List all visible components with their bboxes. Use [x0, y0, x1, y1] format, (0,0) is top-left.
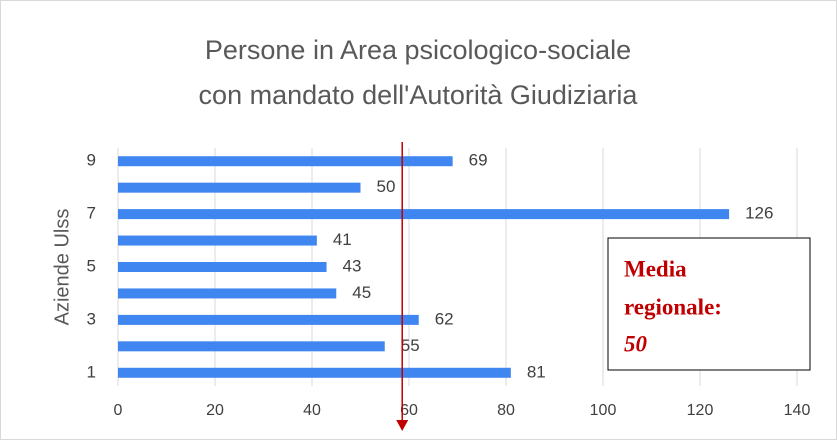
y-tick-label: 3: [87, 309, 96, 328]
bar: [118, 182, 361, 193]
bar: [118, 209, 730, 220]
x-tick-label: 100: [590, 402, 617, 419]
data-label: 62: [435, 309, 454, 328]
bar: [118, 314, 419, 325]
y-tick-label: 5: [87, 256, 96, 275]
data-label: 50: [377, 177, 396, 196]
x-tick-label: 0: [114, 402, 123, 419]
y-axis-label: Aziende Ulss: [51, 209, 73, 326]
data-label: 43: [343, 256, 362, 275]
data-label: 81: [527, 362, 546, 381]
data-label: 55: [401, 336, 420, 355]
bar: [118, 341, 385, 352]
x-tick-label: 60: [400, 402, 418, 419]
x-tick-label: 80: [497, 402, 515, 419]
bar: [118, 235, 317, 246]
x-tick-label: 40: [303, 402, 321, 419]
bar: [118, 367, 511, 378]
y-tick-label: 9: [87, 151, 96, 170]
annotation-box: [607, 237, 811, 371]
data-label: 126: [745, 204, 773, 223]
data-label: 41: [333, 230, 352, 249]
bar: [118, 156, 453, 167]
chart-title: con mandato dell'Autorità Giudiziaria: [199, 80, 639, 110]
x-tick-label: 120: [687, 402, 714, 419]
reference-arrow: [396, 420, 409, 431]
y-tick-label: 7: [87, 204, 96, 223]
data-label: 45: [352, 283, 371, 302]
chart-title: Persone in Area psicologico-sociale: [205, 35, 631, 65]
annotation-value: 50: [624, 331, 648, 356]
data-label: 69: [469, 151, 488, 170]
annotation-text: Media: [624, 256, 687, 281]
bar: [118, 288, 337, 299]
annotation-text: regionale:: [624, 294, 722, 319]
x-tick-label: 20: [206, 402, 224, 419]
y-tick-label: 1: [87, 362, 96, 381]
x-tick-label: 140: [784, 402, 811, 419]
bar: [118, 262, 327, 272]
